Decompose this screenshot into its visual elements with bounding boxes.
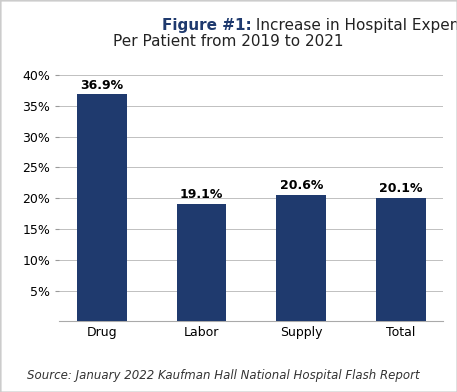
Text: 20.6%: 20.6% [280,179,323,192]
Bar [77,94,127,321]
Text: Per Patient from 2019 to 2021: Per Patient from 2019 to 2021 [113,34,344,49]
Text: 36.9%: 36.9% [80,79,123,92]
Text: Increase in Hospital Expenses: Increase in Hospital Expenses [251,18,457,33]
Text: Source: January 2022 Kaufman Hall National Hospital Flash Report: Source: January 2022 Kaufman Hall Nation… [27,369,420,382]
Text: Figure #1:: Figure #1: [162,18,251,33]
Bar [176,204,226,321]
Text: 19.1%: 19.1% [180,188,223,201]
Bar [376,198,426,321]
Bar [276,194,326,321]
Text: 20.1%: 20.1% [379,182,423,195]
